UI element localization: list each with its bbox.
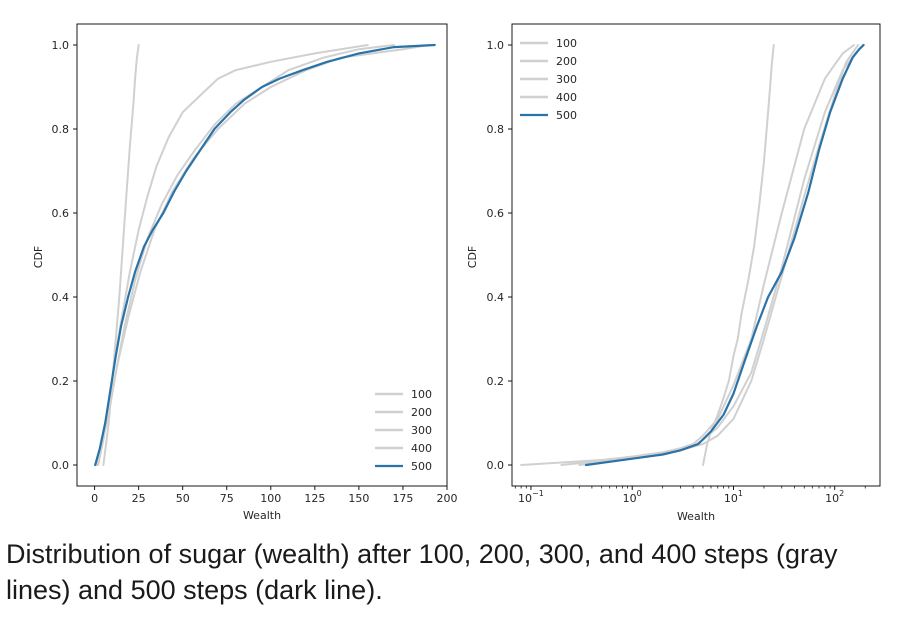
- left-series-group: [94, 43, 436, 467]
- figure: CDF Wealth 0 25 50 75 100 125 150 175 2000.00.20…: [32, 23, 881, 523]
- left-series-500-line: [94, 43, 436, 467]
- right-legend-label-400: 400: [556, 91, 577, 104]
- right-chart-panel: CDF Wealth 10−1 100 101 1020.00.20.40.60.81…: [466, 23, 881, 523]
- right-series-500-line: [584, 43, 865, 467]
- right-legend-label-500: 500: [556, 109, 577, 122]
- left-legend: 100 200 300 400 500: [375, 388, 432, 473]
- left-x-axis-label: Wealth: [243, 509, 281, 522]
- right-legend-label-200: 200: [556, 55, 577, 68]
- left-x-tick-label: 200: [437, 492, 458, 505]
- left-y-axis-label: CDF: [32, 246, 45, 268]
- left-x-tick-label: 150: [348, 492, 369, 505]
- right-y-tick-label: 0.2: [487, 375, 505, 388]
- right-series-300-line: [520, 44, 864, 466]
- left-series-300-line: [95, 44, 431, 466]
- right-series-200-line: [560, 44, 855, 466]
- left-x-tick-label: 0: [91, 492, 98, 505]
- left-x-tick-label: 175: [392, 492, 413, 505]
- left-legend-label-300: 300: [411, 424, 432, 437]
- left-series-200-line: [97, 44, 369, 466]
- left-y-tick-label: 0.8: [52, 123, 70, 136]
- right-x-tick-label: 102: [825, 489, 844, 505]
- left-x-tick-label: 25: [132, 492, 146, 505]
- right-x-tick-exponent: −1: [532, 489, 544, 498]
- left-chart-panel: CDF Wealth 0 25 50 75 100 125 150 175 200 0.0 0.2 0…: [32, 23, 458, 522]
- right-x-tick-base: 10: [825, 492, 839, 505]
- right-series-400-line: [578, 44, 860, 466]
- right-y-axis-label: CDF: [466, 246, 479, 268]
- right-x-tick-base: 10: [623, 492, 637, 505]
- left-legend-label-200: 200: [411, 406, 432, 419]
- left-y-tick-label: 0.0: [52, 459, 70, 472]
- left-series-400-line: [95, 44, 396, 466]
- right-legend-label-300: 300: [556, 73, 577, 86]
- left-y-tick-label: 0.6: [52, 207, 70, 220]
- right-y-tick-label: 0.0: [487, 459, 505, 472]
- left-y-tick-label: 0.4: [52, 291, 70, 304]
- right-x-tick-exponent: 2: [839, 489, 844, 498]
- left-x-tick-label: 75: [220, 492, 234, 505]
- right-x-tick-label: 100: [623, 489, 642, 505]
- right-x-tick-exponent: 1: [738, 489, 743, 498]
- right-series-group: [520, 43, 865, 467]
- right-y-tick-label: 0.6: [487, 207, 505, 220]
- right-x-tick-label: 10−1: [518, 489, 544, 505]
- right-y-tick-label: 0.4: [487, 291, 505, 304]
- left-plot-frame: [76, 23, 448, 487]
- right-x-tick-base: 10: [724, 492, 738, 505]
- right-y-tick-label: 1.0: [487, 39, 505, 52]
- right-legend-label-100: 100: [556, 37, 577, 50]
- right-series-100-line: [702, 44, 775, 466]
- right-x-tick-exponent: 0: [637, 489, 642, 498]
- right-x-tick-label: 101: [724, 489, 743, 505]
- right-x-axis-label: Wealth: [677, 510, 715, 523]
- left-legend-label-100: 100: [411, 388, 432, 401]
- right-x-tick-base: 10: [518, 492, 532, 505]
- left-x-tick-label: 100: [260, 492, 281, 505]
- right-y-tick-label: 0.8: [487, 123, 505, 136]
- figure-caption: Distribution of sugar (wealth) after 100…: [6, 539, 838, 605]
- right-legend: 100 200 300 400 500: [520, 37, 577, 122]
- left-x-tick-label: 50: [176, 492, 190, 505]
- left-x-tick-label: 125: [304, 492, 325, 505]
- left-y-tick-label: 1.0: [52, 39, 70, 52]
- left-legend-label-500: 500: [411, 460, 432, 473]
- left-legend-label-400: 400: [411, 442, 432, 455]
- right-plot-frame: [511, 23, 881, 487]
- left-y-tick-label: 0.2: [52, 375, 70, 388]
